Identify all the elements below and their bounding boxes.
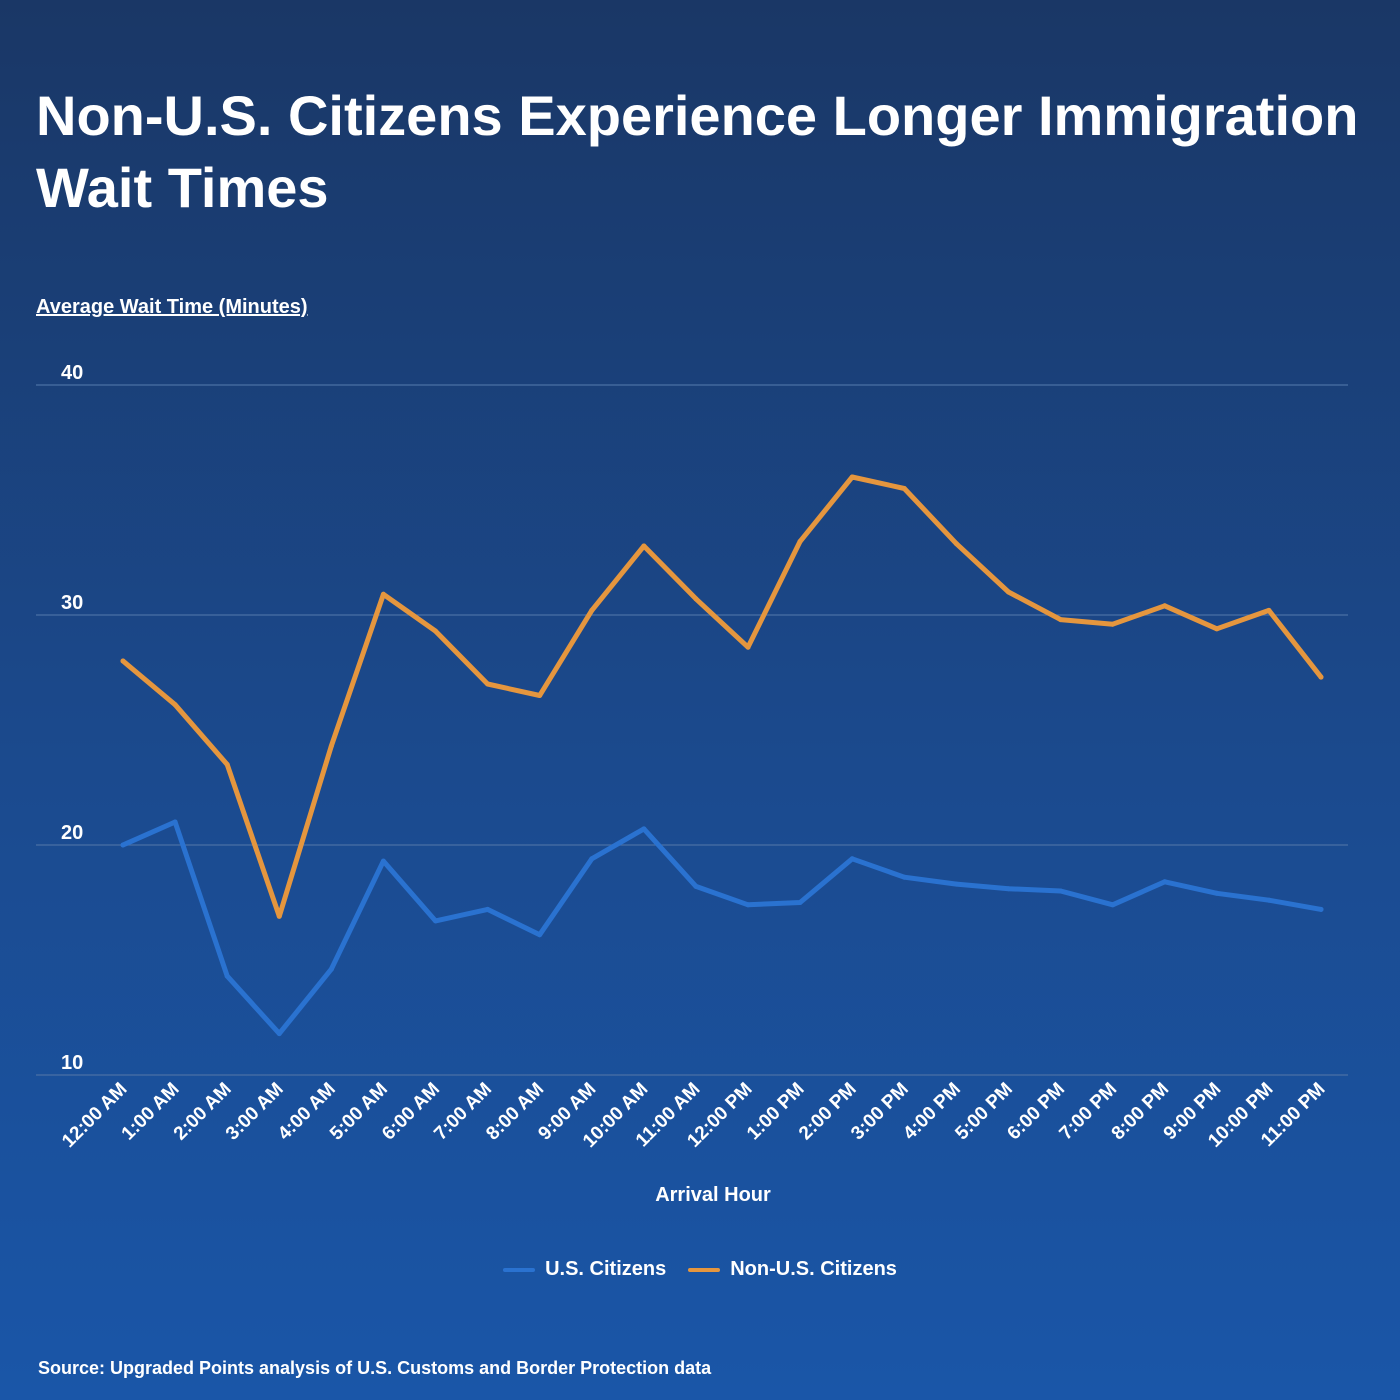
- data-point: [276, 913, 282, 919]
- data-point: [224, 973, 230, 979]
- data-point: [1058, 888, 1064, 894]
- data-point: [433, 628, 439, 634]
- y-tick-label: 30: [61, 592, 83, 614]
- data-point: [1110, 902, 1116, 908]
- data-point: [380, 858, 386, 864]
- legend-swatch-us: [503, 1267, 536, 1272]
- data-point: [1162, 879, 1168, 885]
- data-point: [641, 543, 647, 549]
- data-point: [433, 918, 439, 924]
- legend-label-us: U.S. Citizens: [545, 1258, 667, 1280]
- data-point: [1005, 589, 1011, 595]
- x-tick-label: 12:00 AM: [58, 1079, 131, 1152]
- data-point: [380, 591, 386, 597]
- chart-title: Non-U.S. Citizens Experience Longer Immi…: [36, 84, 1359, 219]
- data-point: [797, 900, 803, 905]
- data-point: [745, 902, 751, 908]
- data-point: [797, 538, 803, 544]
- data-point: [589, 607, 595, 613]
- legend-label-non-us: Non-U.S. Citizens: [730, 1258, 897, 1280]
- series-lines: [120, 474, 1324, 1037]
- data-point: [172, 819, 178, 825]
- data-point: [849, 856, 855, 862]
- data-point: [693, 596, 699, 602]
- gridlines: [36, 384, 1348, 1076]
- legend-item-us[interactable]: U.S. Citizens: [503, 1258, 666, 1281]
- data-point: [120, 658, 126, 664]
- data-point: [485, 906, 491, 912]
- y-tick-label: 40: [61, 362, 83, 384]
- data-point: [849, 474, 855, 480]
- data-point: [1162, 603, 1168, 609]
- data-point: [745, 644, 751, 650]
- data-point: [328, 966, 334, 972]
- data-point: [1005, 886, 1011, 892]
- y-tick-labels: 10 20 30 40: [61, 362, 83, 1074]
- data-point: [120, 842, 126, 848]
- source-note: Source: Upgraded Points analysis of U.S.…: [38, 1358, 712, 1378]
- data-point: [1214, 626, 1220, 632]
- data-point: [537, 693, 543, 698]
- data-point: [224, 762, 230, 767]
- y-tick-label: 20: [61, 822, 83, 844]
- data-point: [1266, 897, 1272, 903]
- legend-swatch-non-us: [688, 1267, 721, 1272]
- legend: U.S. Citizens Non-U.S. Citizens: [0, 1258, 1400, 1281]
- x-tick-labels: 12:00 AM1:00 AM2:00 AM3:00 AM4:00 AM5:00…: [58, 1079, 1329, 1152]
- line-chart: 10 20 30 40 12:00 AM1:00 AM2:00 AM3:00 AM4:…: [36, 362, 1348, 1206]
- data-point: [537, 932, 543, 938]
- y-axis-title: Average Wait Time (Minutes): [36, 296, 308, 318]
- data-point: [953, 541, 959, 547]
- data-point: [485, 681, 491, 687]
- data-point: [172, 702, 178, 708]
- x-axis-title: Arrival Hour: [655, 1184, 771, 1206]
- data-point: [1266, 607, 1272, 613]
- legend-item-non-us[interactable]: Non-U.S. Citizens: [688, 1258, 897, 1281]
- data-point: [328, 743, 334, 749]
- data-point: [1110, 621, 1116, 627]
- data-point: [693, 883, 699, 889]
- series-line-non-us-citizens: [120, 474, 1324, 919]
- data-point: [1214, 890, 1220, 896]
- data-point: [901, 874, 907, 880]
- data-point: [589, 856, 595, 862]
- data-point: [641, 826, 647, 832]
- series-line-us-citizens: [120, 819, 1324, 1037]
- data-point: [1318, 674, 1324, 680]
- data-point: [953, 881, 959, 887]
- y-tick-label: 10: [61, 1052, 83, 1074]
- data-point: [276, 1031, 282, 1037]
- data-point: [1318, 906, 1324, 912]
- data-point: [1058, 617, 1064, 623]
- data-point: [901, 486, 907, 491]
